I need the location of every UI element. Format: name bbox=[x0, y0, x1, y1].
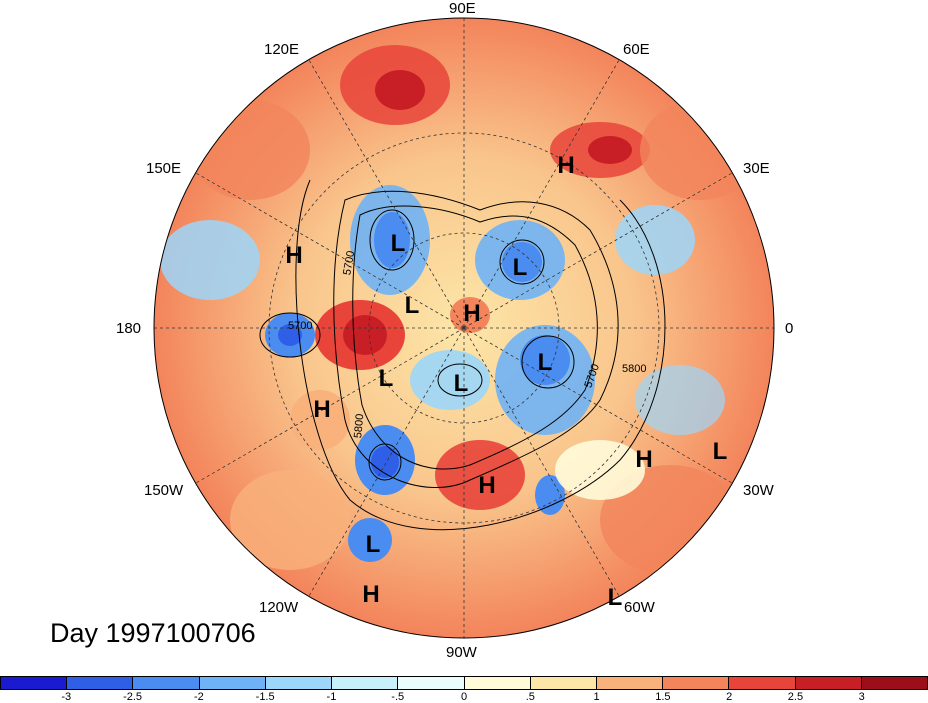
colorbar-segment bbox=[265, 677, 333, 689]
high-center: H bbox=[635, 446, 653, 473]
low-center: L bbox=[512, 254, 528, 281]
colorbar-tick-label: 1.5 bbox=[655, 691, 671, 703]
high-center: H bbox=[285, 242, 303, 269]
colorbar-tick-label: -1.5 bbox=[255, 691, 275, 703]
lon-label-0: 0 bbox=[785, 320, 794, 337]
colorbar-segment bbox=[1, 677, 68, 689]
high-center: H bbox=[313, 396, 331, 423]
high-center: H bbox=[557, 152, 575, 179]
colorbar-segment bbox=[729, 677, 796, 689]
lon-label-150w: 150W bbox=[144, 482, 184, 499]
contour-label: 5800 bbox=[622, 363, 647, 375]
colorbar-segment bbox=[332, 677, 399, 689]
colorbar-tick-label: 2.5 bbox=[787, 691, 804, 703]
high-center: H bbox=[463, 300, 481, 327]
colorbar-segment bbox=[530, 677, 597, 689]
low-center: L bbox=[712, 438, 728, 465]
lon-label-90e: 90E bbox=[449, 0, 476, 17]
low-center: L bbox=[365, 531, 381, 558]
colorbar-tick-label: -3 bbox=[61, 691, 72, 703]
colorbar-segment bbox=[861, 677, 928, 689]
colorbar-segment bbox=[398, 677, 465, 689]
colorbar-tick-label: 1 bbox=[593, 691, 600, 703]
lon-label-120w: 120W bbox=[259, 599, 299, 616]
lon-label-60w: 60W bbox=[624, 599, 655, 616]
low-center: L bbox=[390, 230, 406, 257]
day-label: Day 1997100706 bbox=[50, 618, 256, 648]
low-center: L bbox=[378, 365, 394, 392]
lon-label-30w: 30W bbox=[743, 482, 774, 499]
colorbar-segment bbox=[67, 677, 134, 689]
lon-label-30e: 30E bbox=[743, 160, 770, 177]
colorbar-segment bbox=[464, 677, 531, 689]
low-center: L bbox=[537, 349, 553, 376]
colorbar-tick-label: -1 bbox=[326, 691, 337, 703]
colorbar bbox=[0, 676, 928, 690]
colorbar-segment bbox=[596, 677, 664, 689]
low-center: L bbox=[404, 292, 420, 319]
colorbar-tick-label: 2 bbox=[726, 691, 733, 703]
colorbar-segment bbox=[795, 677, 862, 689]
lon-label-150e: 150E bbox=[146, 160, 182, 177]
colorbar-tick-label: -2 bbox=[193, 691, 204, 703]
anomaly-field bbox=[154, 18, 774, 638]
lon-label-120e: 120E bbox=[264, 41, 300, 58]
colorbar-segment bbox=[199, 677, 266, 689]
high-center: H bbox=[362, 581, 380, 608]
colorbar-tick-label: -.5 bbox=[391, 691, 405, 703]
low-center: L bbox=[607, 584, 623, 611]
contour-label: 5700 bbox=[288, 320, 313, 332]
lon-label-90w: 90W bbox=[446, 644, 477, 661]
colorbar-segment bbox=[133, 677, 200, 689]
lon-label-60e: 60E bbox=[623, 41, 650, 58]
colorbar-tick-label: -2.5 bbox=[123, 691, 143, 703]
low-center: L bbox=[453, 370, 469, 397]
colorbar-tick-label: .5 bbox=[525, 691, 535, 703]
high-center: H bbox=[478, 472, 496, 499]
colorbar-tick-label: 3 bbox=[858, 691, 865, 703]
colorbar-segment bbox=[663, 677, 730, 689]
colorbar-tick-label: 0 bbox=[460, 691, 468, 703]
contour-label: 5800 bbox=[352, 413, 367, 439]
lon-label-180: 180 bbox=[116, 320, 142, 337]
